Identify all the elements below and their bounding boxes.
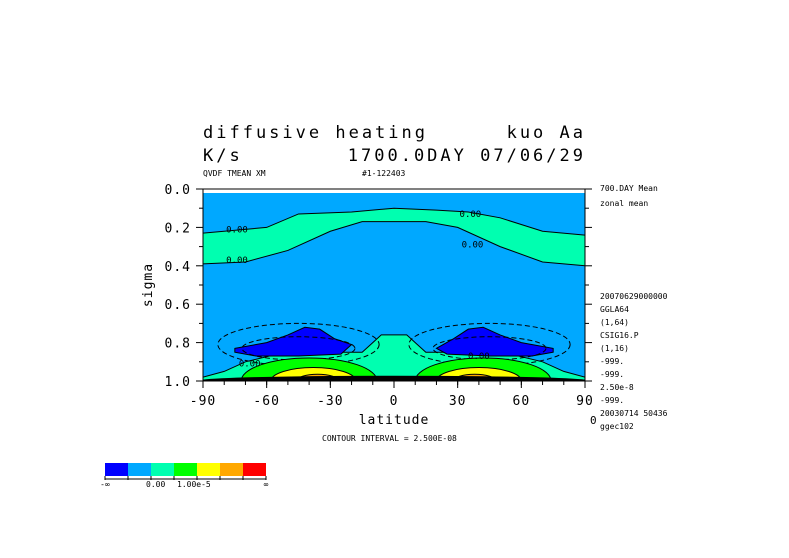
colorbar-swatch bbox=[220, 463, 243, 476]
colorbar-label: ∞ bbox=[264, 480, 269, 489]
y-tick-label: 0.6 bbox=[165, 298, 191, 313]
title-right: kuo Aa bbox=[507, 123, 586, 143]
colorbar-label: 0.00 bbox=[146, 480, 165, 489]
y-tick-label: 0.4 bbox=[165, 260, 191, 275]
x-tick-label: 30 bbox=[449, 394, 467, 409]
side-info-line: (1,16) bbox=[600, 344, 629, 353]
title-left: diffusive heating bbox=[203, 123, 428, 143]
colorbar-label: -∞ bbox=[100, 480, 110, 489]
negative-contour-0 bbox=[217, 322, 380, 367]
x-tick-label: -90 bbox=[190, 394, 216, 409]
side-info-line: CSIG16.P bbox=[600, 331, 639, 340]
side-info-line: 20030714 50436 bbox=[600, 409, 668, 418]
side-info-line: -999. bbox=[600, 396, 624, 405]
y-tick-label: 0.0 bbox=[165, 183, 191, 198]
lobe-6 bbox=[203, 375, 585, 381]
axes: -90 -60 -30 0 30 60 90 0.0 0.2 0.4 0.6 0.8 1.0 bbox=[165, 183, 594, 409]
side-info: 700.DAY Mean zonal mean 20070629000000 GGLA… bbox=[590, 184, 668, 431]
side-zero: 0 bbox=[590, 414, 597, 427]
colorbar-swatch bbox=[105, 463, 128, 476]
x-axis-label: latitude bbox=[359, 413, 430, 428]
colorbar-label: 1.00e-5 bbox=[177, 480, 211, 489]
side-info-line: 2.50e-8 bbox=[600, 383, 634, 392]
contour-label: 0.00 bbox=[468, 352, 490, 362]
side-info-line: -999. bbox=[600, 357, 624, 366]
field-layer: 0.00 0.00 0.00 0.00 0.00 0.00 bbox=[203, 193, 585, 381]
side-info-line: GGLA64 bbox=[600, 305, 629, 314]
colorbar-swatch bbox=[243, 463, 266, 476]
side-info-line: 700.DAY Mean bbox=[600, 184, 658, 193]
contour-label: 0.00 bbox=[462, 241, 484, 251]
colorbar: -∞ 0.00 1.00e-5 ∞ bbox=[100, 463, 269, 489]
y-axis-label: sigma bbox=[141, 263, 156, 307]
x-tick-label: -60 bbox=[253, 394, 279, 409]
contour-label: 0.00 bbox=[460, 210, 482, 220]
side-info-line: 20070629000000 bbox=[600, 292, 668, 301]
run-id-label: #1-122403 bbox=[362, 169, 406, 178]
negative-contour-1 bbox=[408, 322, 571, 367]
contour-label: 0.00 bbox=[226, 256, 248, 266]
colorbar-swatch bbox=[197, 463, 220, 476]
colorbar-swatch bbox=[128, 463, 151, 476]
colorbar-swatch bbox=[174, 463, 197, 476]
x-tick-label: 90 bbox=[576, 394, 594, 409]
x-tick-label: 60 bbox=[513, 394, 531, 409]
side-info-line: (1,64) bbox=[600, 318, 629, 327]
contour-label: 0.00 bbox=[226, 225, 248, 235]
side-info-line: ggec102 bbox=[600, 422, 634, 431]
contour-interval: CONTOUR INTERVAL = 2.500E-08 bbox=[322, 434, 457, 443]
colorbar-swatch bbox=[151, 463, 174, 476]
contour-region-0 bbox=[203, 207, 585, 267]
x-tick-label: 0 bbox=[390, 394, 399, 409]
plot-area: 0.00 0.00 0.00 0.00 0.00 0.00 bbox=[203, 193, 585, 381]
variable-label: QVDF TMEAN XM bbox=[203, 169, 266, 178]
y-tick-label: 0.8 bbox=[165, 337, 191, 352]
side-info-line: -999. bbox=[600, 370, 624, 379]
x-tick-label: -30 bbox=[317, 394, 343, 409]
side-info-line: zonal mean bbox=[600, 199, 648, 208]
units-label: K/s bbox=[203, 146, 243, 166]
contour-region-3 bbox=[435, 326, 554, 357]
y-tick-label: 0.2 bbox=[165, 221, 191, 236]
time-label: 1700.0DAY 07/06/29 bbox=[348, 146, 586, 166]
contour-label: 0.00 bbox=[239, 360, 261, 370]
y-tick-label: 1.0 bbox=[165, 375, 191, 390]
